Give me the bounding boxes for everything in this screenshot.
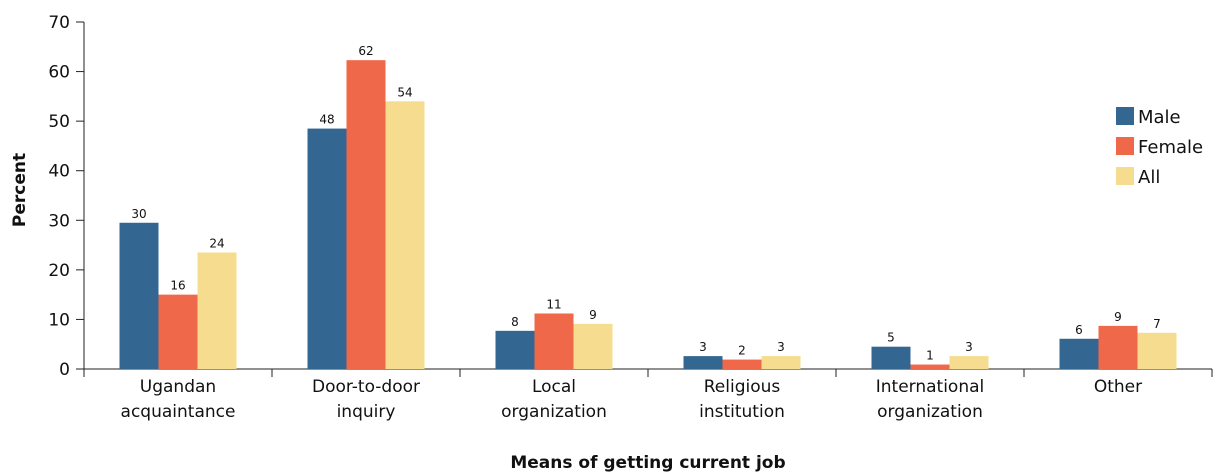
x-tick-label: Local (532, 377, 576, 397)
y-axis-title: Percent (10, 153, 30, 227)
legend-label-male: Male (1138, 107, 1181, 128)
bar-female (722, 359, 762, 369)
data-label: 3 (965, 340, 973, 354)
x-tick-label: acquaintance (121, 402, 236, 422)
legend: Male Female All (1116, 107, 1203, 188)
y-tick-label: 40 (48, 162, 70, 182)
bars: 30 48 8 3 5 6 16 62 11 2 1 9 24 54 9 3 3 7 (119, 44, 1177, 370)
x-tick-label: organization (877, 402, 983, 422)
bar-all (385, 101, 425, 370)
y-tick-label: 30 (48, 211, 70, 231)
bar-female (158, 294, 198, 369)
bar-male (1059, 338, 1099, 369)
bar-female (910, 364, 950, 369)
x-axis-title: Means of getting current job (510, 453, 785, 473)
x-tick-label: Religious (704, 377, 781, 397)
legend-swatch-all (1116, 167, 1134, 185)
y-tick-label: 60 (48, 63, 70, 83)
axes: 0 10 20 30 40 50 60 70 Ugandan acquaintance Door-t… (48, 13, 1213, 422)
data-label: 54 (397, 85, 412, 99)
data-label: 2 (738, 344, 746, 358)
data-label: 16 (170, 279, 185, 293)
y-tick-label: 10 (48, 310, 70, 330)
data-label: 24 (209, 237, 224, 251)
bar-female (534, 313, 574, 369)
data-label: 9 (1114, 310, 1122, 324)
y-tick-label: 20 (48, 261, 70, 281)
data-label: 11 (546, 297, 561, 311)
data-label: 3 (699, 340, 707, 354)
bar-all (573, 323, 613, 369)
x-tick-label: inquiry (337, 402, 396, 422)
x-tick-label: Ugandan (140, 377, 216, 397)
bar-female (346, 60, 386, 370)
legend-label-female: Female (1138, 137, 1203, 158)
bar-male (871, 346, 911, 369)
legend-swatch-female (1116, 137, 1134, 155)
bar-all (949, 356, 989, 369)
data-label: 6 (1075, 323, 1083, 337)
legend-swatch-male (1116, 107, 1134, 125)
x-tick-label: Other (1094, 377, 1142, 397)
y-tick-label: 70 (48, 13, 70, 33)
bar-all (197, 252, 237, 369)
data-label: 30 (131, 207, 146, 221)
data-label: 9 (589, 308, 597, 322)
y-tick-label: 0 (59, 360, 70, 380)
bar-male (683, 356, 723, 369)
bar-all (761, 356, 801, 369)
x-tick-label: International (876, 377, 985, 397)
data-label: 5 (887, 331, 895, 345)
data-label: 7 (1153, 317, 1161, 331)
bar-all (1137, 332, 1177, 369)
bar-male (307, 128, 347, 369)
legend-label-all: All (1138, 167, 1160, 188)
data-label: 48 (319, 113, 334, 127)
data-label: 8 (511, 315, 519, 329)
bar-male (119, 222, 159, 369)
data-label: 62 (358, 44, 373, 58)
data-label: 1 (926, 349, 934, 363)
x-tick-label: organization (501, 402, 607, 422)
x-tick-label: institution (699, 402, 785, 422)
bar-male (495, 330, 535, 369)
bar-female (1098, 325, 1138, 369)
x-tick-label: Door-to-door (312, 377, 420, 397)
y-tick-label: 50 (48, 112, 70, 132)
data-label: 3 (777, 340, 785, 354)
